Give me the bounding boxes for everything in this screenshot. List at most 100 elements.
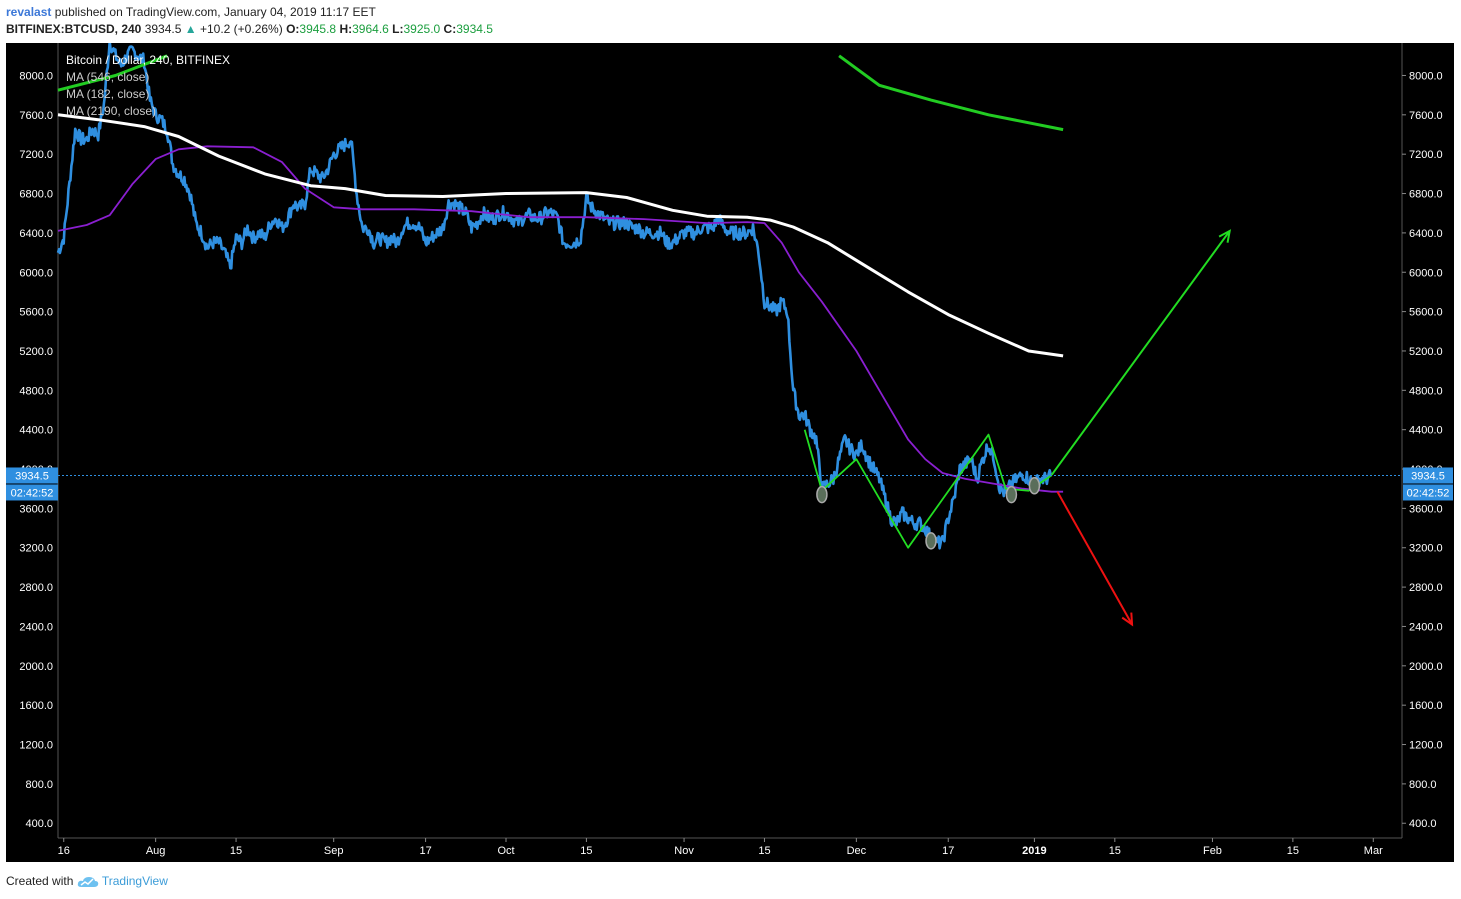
tradingview-link[interactable]: TradingView <box>101 874 168 888</box>
y-tick-label: 400.0 <box>1409 818 1437 830</box>
y-tick-label: 2400.0 <box>1409 621 1443 633</box>
y-tick-label: 4400.0 <box>1409 425 1443 437</box>
author-name[interactable]: revalast <box>6 5 52 19</box>
x-tick-label: Oct <box>497 845 514 857</box>
series-ma-546-close-1 <box>57 145 1064 493</box>
low-label: L: <box>392 22 404 36</box>
chart-background <box>6 43 1454 862</box>
price-change: +10.2 (+0.26%) <box>199 22 283 36</box>
x-tick-label: Sep <box>324 845 344 857</box>
pattern-low-marker <box>816 485 828 504</box>
price-tag-left: 3934.5 02:42:52 <box>6 467 58 501</box>
pattern-low-marker <box>925 532 937 550</box>
y-tick-label: 5200.0 <box>1409 346 1443 358</box>
last-price: 3934.5 <box>144 22 182 36</box>
x-tick-label: Mar <box>1364 845 1383 857</box>
close-value: 3934.5 <box>456 22 493 36</box>
y-tick-label: 6400.0 <box>19 228 53 240</box>
y-tick-label: 3200.0 <box>1409 543 1443 555</box>
publication-line: revalast published on TradingView.com, J… <box>6 5 376 19</box>
y-tick-label: 2000.0 <box>19 661 53 673</box>
series-ma-2190-close-3 <box>57 54 168 92</box>
y-tick-label: 2800.0 <box>19 582 53 594</box>
open-value: 3945.8 <box>299 22 337 36</box>
pattern-low-marker <box>1028 477 1041 495</box>
y-tick-label: 4400.0 <box>19 425 53 437</box>
y-axis-right: 400.0 800.0 1200.0 1600.0 2000.0 2400.0 2800.0… <box>1402 70 1443 830</box>
y-tick-label: 3600.0 <box>1409 503 1443 515</box>
y-tick-label: 1200.0 <box>19 740 53 752</box>
x-tick-label: Nov <box>674 845 694 857</box>
countdown-tag-left-bg <box>6 484 58 501</box>
y-tick-label: 7600.0 <box>1409 110 1443 122</box>
x-tick-label: 15 <box>230 845 242 857</box>
y-tick-label: 4800.0 <box>1409 385 1443 397</box>
y-tick-label: 2000.0 <box>1409 661 1443 673</box>
y-tick-label: 7200.0 <box>19 149 53 161</box>
projection-layer <box>1050 229 1232 627</box>
tradingview-cloud-icon <box>77 876 98 887</box>
y-tick-label: 6400.0 <box>1409 228 1443 240</box>
countdown-tag-left: 02:42:52 <box>11 487 54 499</box>
y-tick-label: 8000.0 <box>19 70 53 82</box>
projection-down-line <box>1056 491 1133 625</box>
legend-ma-546[interactable]: MA (546, close) <box>66 70 149 84</box>
y-tick-label: 5200.0 <box>19 346 53 358</box>
change-arrow-icon: ▲ <box>184 22 197 36</box>
y-tick-label: 7200.0 <box>1409 149 1443 161</box>
y-tick-label: 8000.0 <box>1409 70 1443 82</box>
x-tick-label: Dec <box>847 845 867 857</box>
x-tick-label: 2019 <box>1022 845 1046 857</box>
price-tag-right-bg <box>1403 467 1453 484</box>
x-tick-label: 16 <box>58 845 70 857</box>
legend-ma-2190[interactable]: MA (2190, close) <box>66 104 156 118</box>
high-value: 3964.6 <box>352 22 389 36</box>
created-with-text: Created with <box>6 874 74 888</box>
y-tick-label: 3600.0 <box>19 503 53 515</box>
x-axis: 16 Aug 15 Sep 17 Oct 15 Nov 15 Dec 17 2019 15 Feb 15 Ma… <box>58 838 1383 857</box>
y-tick-label: 800.0 <box>1409 779 1437 791</box>
footer: Created with TradingView <box>6 874 168 888</box>
y-tick-label: 4800.0 <box>19 385 53 397</box>
x-tick-label: 15 <box>1287 845 1299 857</box>
marker-layer <box>816 477 1041 550</box>
y-tick-label: 6800.0 <box>19 189 53 201</box>
price-chart[interactable]: 400.0 800.0 1200.0 1600.0 2000.0 2400.0 2800.0… <box>6 43 1454 862</box>
published-info: published on TradingView.com, January 04… <box>54 5 376 19</box>
pattern-low-marker <box>1005 485 1018 504</box>
y-tick-label: 3200.0 <box>19 543 53 555</box>
x-tick-label: Aug <box>146 845 166 857</box>
pattern-line-5 <box>803 429 1053 549</box>
y-tick-label: 5600.0 <box>1409 307 1443 319</box>
low-value: 3925.0 <box>403 22 441 36</box>
y-tick-label: 6000.0 <box>1409 267 1443 279</box>
countdown-tag-right-bg <box>1403 484 1453 501</box>
chart-legend: Bitcoin / Dollar, 240, BITFINEX MA (546,… <box>66 53 230 118</box>
x-tick-label: Feb <box>1203 845 1222 857</box>
x-tick-label: 17 <box>942 845 954 857</box>
y-tick-label: 1200.0 <box>1409 740 1443 752</box>
y-tick-label: 1600.0 <box>1409 700 1443 712</box>
series-layer <box>56 43 1064 550</box>
y-tick-label: 400.0 <box>25 818 53 830</box>
legend-title[interactable]: Bitcoin / Dollar, 240, BITFINEX <box>66 53 230 67</box>
x-tick-label: 15 <box>1109 845 1121 857</box>
y-tick-label: 1600.0 <box>19 700 53 712</box>
price-tag-right-value: 3934.5 <box>1411 470 1445 482</box>
countdown-tag-right: 02:42:52 <box>1407 487 1450 499</box>
price-tag-left-value: 3934.5 <box>15 470 49 482</box>
series-ma-182-close-2 <box>57 113 1064 358</box>
y-tick-label: 6800.0 <box>1409 189 1443 201</box>
symbol-label: BITFINEX:BTCUSD, 240 <box>6 22 142 36</box>
legend-ma-182[interactable]: MA (182, close) <box>66 87 149 101</box>
y-tick-label: 5600.0 <box>19 307 53 319</box>
y-tick-label: 7600.0 <box>19 110 53 122</box>
open-label: O: <box>286 22 300 36</box>
price-tag-right: 3934.5 02:42:52 <box>1403 467 1453 501</box>
symbol-line: BITFINEX:BTCUSD, 240 3934.5 ▲ +10.2 (+0.… <box>6 22 493 36</box>
high-label: H: <box>339 22 353 36</box>
price-tag-left-bg <box>6 467 58 484</box>
projection-up-line <box>1050 230 1231 476</box>
y-axis-left: 400.0 800.0 1200.0 1600.0 2000.0 2400.0 2800.0… <box>19 70 53 830</box>
x-tick-label: 15 <box>580 845 592 857</box>
